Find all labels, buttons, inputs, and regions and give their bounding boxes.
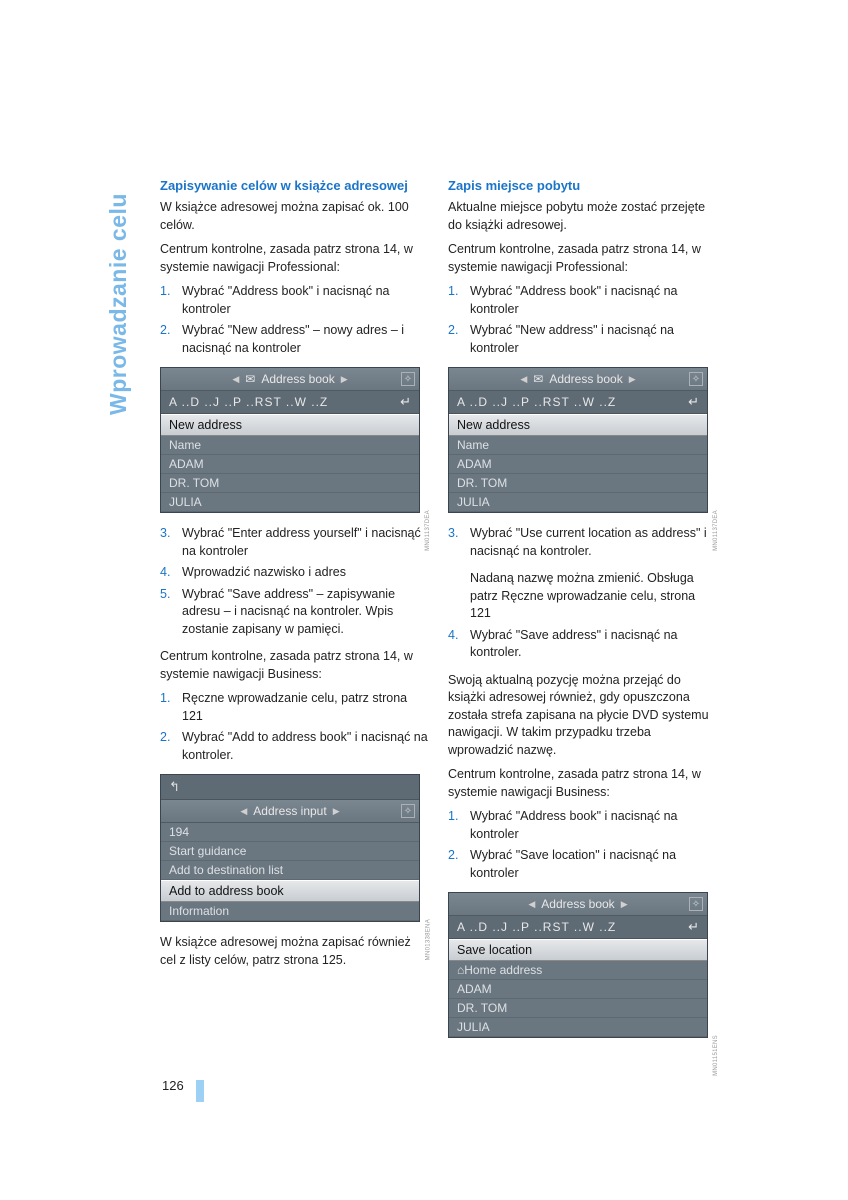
enter-icon: ↵: [688, 919, 699, 935]
right-intro-1: Aktualne miejsce pobytu może zostać prze…: [448, 199, 718, 234]
right-steps-3: Wybrać "Save address" i nacisnąć na kont…: [448, 627, 718, 662]
screen-title: Address book: [261, 372, 334, 386]
list-row: Start guidance: [161, 842, 419, 861]
page-number: 126: [162, 1078, 184, 1093]
list-row: ADAM: [161, 455, 419, 474]
right-steps-1: Wybrać "Address book" i nacisnąć na kont…: [448, 283, 718, 357]
screen-header: ◀ Address input ▶ ✧: [161, 800, 419, 823]
list-row: DR. TOM: [449, 999, 707, 1018]
nav-screen-address-book: ◀ ✉ Address book ▶ ✧ A ..D ..J ..P ..RST…: [160, 367, 420, 513]
nav-compass-icon: ✧: [689, 897, 703, 911]
list-row: ⌂Home address: [449, 961, 707, 980]
right-section-title: Zapis miejsce pobytu: [448, 178, 718, 193]
list-row: JULIA: [449, 493, 707, 512]
right-intro-2: Centrum kontrolne, zasada patrz strona 1…: [448, 241, 718, 276]
alpha-letters: A ..D ..J ..P ..RST ..W ..Z: [169, 395, 328, 409]
right-column: Zapis miejsce pobytu Aktualne miejsce po…: [448, 178, 718, 1050]
list-row: Name: [449, 436, 707, 455]
alpha-index-bar: A ..D ..J ..P ..RST ..W ..Z ↵: [161, 391, 419, 414]
right-steps-2: Wybrać "Use current location as address"…: [448, 525, 718, 560]
selected-row: New address: [449, 414, 707, 436]
alpha-index-bar: A ..D ..J ..P ..RST ..W ..Z ↵: [449, 391, 707, 414]
screen-header: ◀ ✉ Address book ▶ ✧: [161, 368, 419, 391]
screen-title: Address book: [541, 897, 614, 911]
page-marker-bar: [196, 1080, 204, 1102]
nav-compass-icon: ✧: [689, 372, 703, 386]
step-item: Wybrać "Save address" i nacisnąć na kont…: [448, 627, 718, 662]
step-item: Wybrać "New address" i nacisnąć na kontr…: [448, 322, 718, 357]
list-row: ADAM: [449, 980, 707, 999]
image-ref-label: MN01338ENA: [425, 919, 431, 960]
screen-title: Address input: [253, 804, 326, 818]
selected-row: Add to address book: [161, 880, 419, 902]
list-row: ADAM: [449, 455, 707, 474]
screen-header: ◀ ✉ Address book ▶ ✧: [449, 368, 707, 391]
step-item: Wprowadzić nazwisko i adres: [160, 564, 430, 582]
nav-screen-save-location: ◀ Address book ▶ ✧ A ..D ..J ..P ..RST .…: [448, 892, 708, 1038]
right-sub-text: Nadaną nazwę można zmienić. Obsługa patr…: [448, 570, 718, 623]
list-row: 194: [161, 823, 419, 842]
left-column: Zapisywanie celów w książce adresowej W …: [160, 178, 430, 1050]
right-para-2: Swoją aktualną pozycję można przejąć do …: [448, 672, 718, 760]
left-intro-1: W książce adresowej można zapisać ok. 10…: [160, 199, 430, 234]
enter-icon: ↵: [688, 394, 699, 410]
nav-compass-icon: ✧: [401, 372, 415, 386]
chevron-left-icon: ◀: [520, 374, 527, 385]
back-icon: ↰: [169, 779, 180, 794]
chevron-left-icon: ◀: [240, 806, 247, 817]
chevron-right-icon: ▶: [621, 899, 628, 910]
chevron-right-icon: ▶: [333, 806, 340, 817]
left-footer-text: W książce adresowej można zapisać równie…: [160, 934, 430, 969]
left-section-title: Zapisywanie celów w książce adresowej: [160, 178, 430, 193]
alpha-index-bar: A ..D ..J ..P ..RST ..W ..Z ↵: [449, 916, 707, 939]
alpha-letters: A ..D ..J ..P ..RST ..W ..Z: [457, 395, 616, 409]
left-steps-2: Wybrać "Enter address yourself" i nacisn…: [160, 525, 430, 638]
nav-screen-address-input: ↰ ◀ Address input ▶ ✧ 194 Start guidance…: [160, 774, 420, 922]
list-row: JULIA: [161, 493, 419, 512]
list-row: Add to destination list: [161, 861, 419, 880]
alpha-letters: A ..D ..J ..P ..RST ..W ..Z: [457, 920, 616, 934]
left-steps-3: Ręczne wprowadzanie celu, patrz strona 1…: [160, 690, 430, 764]
selected-row: New address: [161, 414, 419, 436]
page-columns: Zapisywanie celów w książce adresowej W …: [160, 178, 720, 1050]
left-business-intro: Centrum kontrolne, zasada patrz strona 1…: [160, 648, 430, 683]
chevron-right-icon: ▶: [629, 374, 636, 385]
step-item: Wybrać "Save location" i nacisnąć na kon…: [448, 847, 718, 882]
step-item: Wybrać "Save address" – zapisywanie adre…: [160, 586, 430, 639]
screen-title: Address book: [549, 372, 622, 386]
enter-icon: ↵: [400, 394, 411, 410]
step-item: Wybrać "Address book" i nacisnąć na kont…: [448, 283, 718, 318]
step-item: Wybrać "Enter address yourself" i nacisn…: [160, 525, 430, 560]
chevron-right-icon: ▶: [341, 374, 348, 385]
left-intro-2: Centrum kontrolne, zasada patrz strona 1…: [160, 241, 430, 276]
mail-icon: ✉: [245, 372, 255, 386]
image-ref-label: MN01151ENS: [713, 1035, 719, 1076]
chevron-left-icon: ◀: [528, 899, 535, 910]
right-business-intro: Centrum kontrolne, zasada patrz strona 1…: [448, 766, 718, 801]
step-item: Wybrać "Address book" i nacisnąć na kont…: [448, 808, 718, 843]
left-steps-1: Wybrać "Address book" i nacisnąć na kont…: [160, 283, 430, 357]
step-item: Wybrać "New address" – nowy adres – i na…: [160, 322, 430, 357]
nav-screen-address-book: ◀ ✉ Address book ▶ ✧ A ..D ..J ..P ..RST…: [448, 367, 708, 513]
step-item: Wybrać "Use current location as address"…: [448, 525, 718, 560]
mail-icon: ✉: [533, 372, 543, 386]
list-row: Information: [161, 902, 419, 921]
screen-header: ◀ Address book ▶ ✧: [449, 893, 707, 916]
list-row: DR. TOM: [161, 474, 419, 493]
list-row: JULIA: [449, 1018, 707, 1037]
nav-compass-icon: ✧: [401, 804, 415, 818]
back-bar: ↰: [161, 775, 419, 800]
step-item: Ręczne wprowadzanie celu, patrz strona 1…: [160, 690, 430, 725]
sidebar-section-label: Wprowadzanie celu: [105, 193, 132, 415]
right-business-steps: Wybrać "Address book" i nacisnąć na kont…: [448, 808, 718, 882]
step-item: Wybrać "Address book" i nacisnąć na kont…: [160, 283, 430, 318]
list-row: Name: [161, 436, 419, 455]
chevron-left-icon: ◀: [232, 374, 239, 385]
step-item: Wybrać "Add to address book" i nacisnąć …: [160, 729, 430, 764]
list-row: DR. TOM: [449, 474, 707, 493]
selected-row: Save location: [449, 939, 707, 961]
